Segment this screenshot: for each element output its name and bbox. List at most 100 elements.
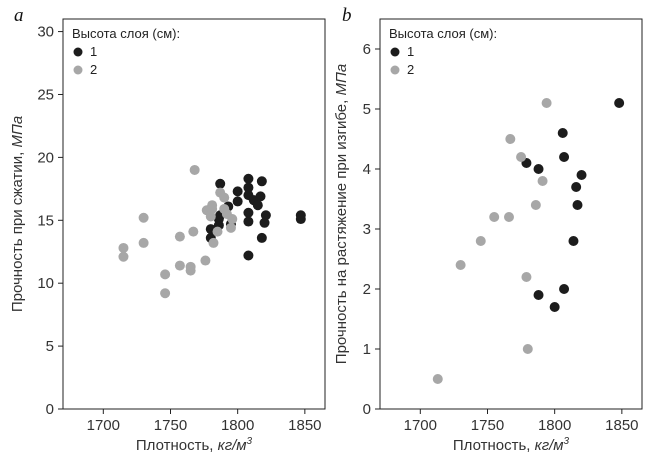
- data-point: [185, 261, 196, 272]
- data-point: [227, 214, 238, 225]
- data-point: [212, 226, 223, 237]
- legend-title: Высота слоя (см):: [72, 26, 180, 41]
- y-tick-label: 1: [363, 341, 371, 358]
- data-point: [516, 152, 527, 162]
- data-point: [138, 212, 149, 223]
- x-tick-label: 1850: [605, 417, 638, 434]
- data-point: [243, 250, 254, 261]
- data-point: [568, 236, 579, 246]
- y-tick-label: 0: [363, 401, 371, 418]
- x-axis-unit-superscript: 3: [564, 436, 570, 447]
- y-axis-unit: МПа: [9, 116, 26, 148]
- y-tick-label: 10: [37, 275, 54, 292]
- data-point: [252, 200, 263, 211]
- data-point: [521, 272, 532, 282]
- data-point: [243, 216, 254, 227]
- legend-marker: [390, 47, 400, 57]
- data-point: [225, 222, 236, 233]
- data-point: [255, 191, 266, 202]
- y-tick-label: 25: [37, 86, 54, 103]
- data-point: [219, 192, 230, 203]
- x-axis-unit: кг/м: [535, 437, 564, 454]
- data-point: [537, 176, 548, 186]
- series-2: [432, 98, 552, 384]
- legend-marker: [73, 47, 83, 57]
- y-tick-label: 3: [363, 221, 371, 238]
- panel-a: a 1700 1750 1800 1850 0 5 10 15 20 25 30 Плотность, …: [9, 5, 326, 454]
- data-point: [215, 178, 226, 189]
- y-tick-label: 15: [37, 212, 54, 229]
- panel-b: b 1700 1750 1800 1850 0 1 2 3 4 5 6 Плотность, кг/м3…: [333, 5, 643, 454]
- data-point: [232, 186, 243, 197]
- y-axis-unit: МПа: [333, 64, 350, 96]
- data-point: [174, 260, 185, 271]
- data-point: [533, 290, 544, 300]
- data-point: [572, 200, 583, 210]
- data-point: [475, 236, 486, 246]
- x-axis-title: Плотность, кг/м3: [136, 436, 253, 454]
- x-axis-unit-superscript: 3: [247, 436, 253, 447]
- data-point: [530, 200, 541, 210]
- y-axis-title: Прочность на растяжение при изгибе, МПа: [333, 64, 350, 364]
- data-point: [243, 173, 254, 184]
- series-2: [118, 164, 238, 299]
- data-point: [557, 128, 568, 138]
- plot-frame: [62, 18, 326, 410]
- data-point: [256, 232, 267, 243]
- data-point: [259, 217, 270, 228]
- y-tick-label: 5: [46, 338, 54, 355]
- x-tick-label: 1850: [288, 417, 321, 434]
- plot-frame: [379, 18, 643, 410]
- panel-label: b: [342, 5, 352, 26]
- data-point: [160, 288, 171, 299]
- data-point: [118, 251, 129, 262]
- y-tick-label: 5: [363, 101, 371, 118]
- x-axis-title: Плотность, кг/м3: [453, 436, 570, 454]
- x-tick-label: 1700: [404, 417, 437, 434]
- data-point: [533, 164, 544, 174]
- data-point: [489, 212, 500, 222]
- y-tick-label: 4: [363, 161, 371, 178]
- data-point: [541, 98, 552, 108]
- data-point: [256, 176, 267, 187]
- data-point: [295, 210, 306, 221]
- data-point: [559, 152, 570, 162]
- x-tick-label: 1800: [221, 417, 254, 434]
- data-point: [188, 226, 199, 237]
- data-point: [207, 203, 218, 214]
- data-point: [174, 231, 185, 242]
- data-point: [160, 269, 171, 280]
- data-point: [549, 302, 560, 312]
- data-point: [243, 182, 254, 193]
- legend-title: Высота слоя (см):: [389, 26, 497, 41]
- x-tick-label: 1800: [538, 417, 571, 434]
- legend: Высота слоя (см): 1 2: [389, 26, 497, 77]
- data-point: [208, 237, 219, 248]
- data-point: [614, 98, 625, 108]
- panel-label: a: [14, 5, 24, 26]
- legend-marker: [390, 65, 400, 75]
- data-point: [232, 196, 243, 207]
- data-point: [432, 374, 443, 384]
- data-point: [189, 164, 200, 175]
- x-tick-label: 1750: [471, 417, 504, 434]
- y-tick-label: 6: [363, 41, 371, 58]
- y-tick-label: 30: [37, 24, 54, 41]
- legend: Высота слоя (см): 1 2: [72, 26, 180, 77]
- data-point: [118, 242, 129, 253]
- x-tick-label: 1750: [154, 417, 187, 434]
- data-point: [522, 344, 533, 354]
- legend-label: 1: [407, 44, 414, 59]
- y-axis-title: Прочность при сжатии, МПа: [9, 116, 26, 312]
- legend-label: 2: [90, 62, 97, 77]
- y-tick-label: 20: [37, 149, 54, 166]
- data-point: [576, 170, 587, 180]
- y-tick-label: 2: [363, 281, 371, 298]
- x-tick-label: 1700: [87, 417, 120, 434]
- data-point: [505, 134, 516, 144]
- legend-label: 2: [407, 62, 414, 77]
- data-point: [571, 182, 582, 192]
- data-point: [205, 211, 216, 222]
- data-point: [200, 255, 211, 266]
